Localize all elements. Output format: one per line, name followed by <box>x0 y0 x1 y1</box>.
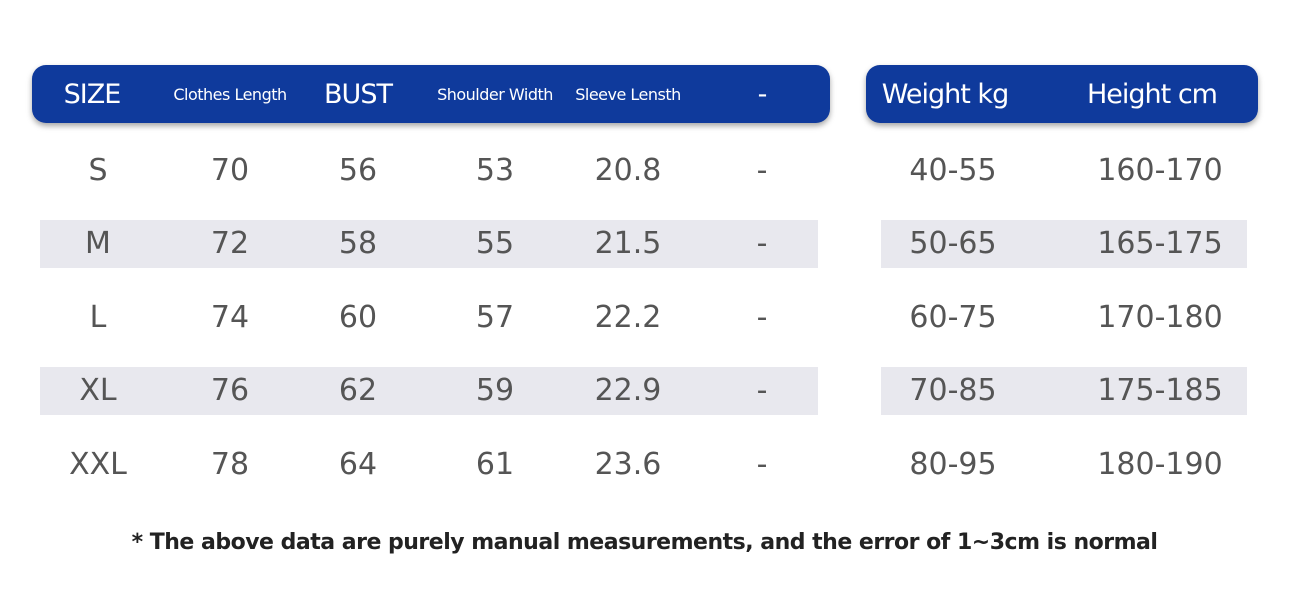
table-cell: 70 <box>210 152 250 188</box>
column-header: Height cm <box>1087 78 1218 110</box>
table-cell: - <box>756 446 768 482</box>
table-cell: 22.2 <box>594 299 662 335</box>
table-row: 60-75 170-180 <box>881 293 1247 341</box>
table-cell: 59 <box>475 373 515 408</box>
table-cell: 160-170 <box>1097 152 1223 188</box>
table-cell: 76 <box>210 373 250 408</box>
table-cell: - <box>756 152 768 188</box>
table-cell: 58 <box>338 226 378 261</box>
column-header: Sleeve Lensth <box>575 84 681 104</box>
measurement-note: * The above data are purely manual measu… <box>131 530 1158 555</box>
table-cell: 56 <box>338 152 378 188</box>
table-cell: 175-185 <box>1097 373 1223 408</box>
table-row: 80-95 180-190 <box>881 440 1247 488</box>
table-cell: 60 <box>338 299 378 335</box>
table-cell: L <box>89 299 107 335</box>
table-cell: - <box>756 299 768 335</box>
fit-table-header: Weight kg Height cm <box>866 65 1258 123</box>
table-cell: M <box>85 226 111 261</box>
table-cell: 55 <box>475 226 515 261</box>
column-header: Weight kg <box>881 78 1009 110</box>
table-cell: 170-180 <box>1097 299 1223 335</box>
table-cell: 80-95 <box>909 446 997 482</box>
table-cell: 180-190 <box>1097 446 1223 482</box>
table-cell: XL <box>79 373 117 408</box>
table-cell: 61 <box>475 446 515 482</box>
size-table-header: SIZE Clothes Length BUST Shoulder Width Slee… <box>32 65 830 123</box>
table-row: 40-55 160-170 <box>881 146 1247 194</box>
table-row: S 70 56 53 20.8 - <box>40 146 818 194</box>
column-header: SIZE <box>63 78 122 110</box>
table-cell: - <box>756 226 768 261</box>
table-cell: 70-85 <box>909 373 997 408</box>
table-cell: 57 <box>475 299 515 335</box>
table-cell: 21.5 <box>594 226 662 261</box>
table-cell: 40-55 <box>909 152 997 188</box>
table-cell: 22.9 <box>594 373 662 408</box>
table-row: XL 76 62 59 22.9 - <box>40 366 818 415</box>
table-cell: XXL <box>69 446 127 482</box>
table-cell: 53 <box>475 152 515 188</box>
table-row: 70-85 175-185 <box>881 366 1247 415</box>
table-cell: 60-75 <box>909 299 997 335</box>
table-row: XXL 78 64 61 23.6 - <box>40 440 818 488</box>
table-cell: 64 <box>338 446 378 482</box>
table-row: 50-65 165-175 <box>881 219 1247 268</box>
table-cell: 165-175 <box>1097 226 1223 261</box>
table-cell: 62 <box>338 373 378 408</box>
column-header: Clothes Length <box>173 84 287 104</box>
column-header: Shoulder Width <box>437 84 553 104</box>
table-cell: S <box>88 152 108 188</box>
table-cell: 23.6 <box>594 446 662 482</box>
table-row: L 74 60 57 22.2 - <box>40 293 818 341</box>
table-row: M 72 58 55 21.5 - <box>40 219 818 268</box>
table-cell: 78 <box>210 446 250 482</box>
column-header: - <box>757 78 768 110</box>
table-cell: - <box>756 373 768 408</box>
column-header: BUST <box>324 78 393 110</box>
table-cell: 20.8 <box>594 152 662 188</box>
table-cell: 74 <box>210 299 250 335</box>
table-cell: 50-65 <box>909 226 997 261</box>
table-cell: 72 <box>210 226 250 261</box>
